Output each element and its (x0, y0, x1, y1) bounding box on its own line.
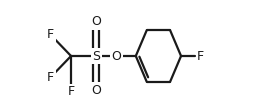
Text: F: F (47, 71, 54, 84)
Text: O: O (111, 50, 121, 62)
Text: F: F (68, 85, 74, 98)
Text: O: O (91, 15, 101, 28)
Text: F: F (47, 28, 54, 41)
Text: F: F (197, 50, 204, 62)
Text: S: S (92, 50, 100, 62)
Text: O: O (91, 84, 101, 97)
